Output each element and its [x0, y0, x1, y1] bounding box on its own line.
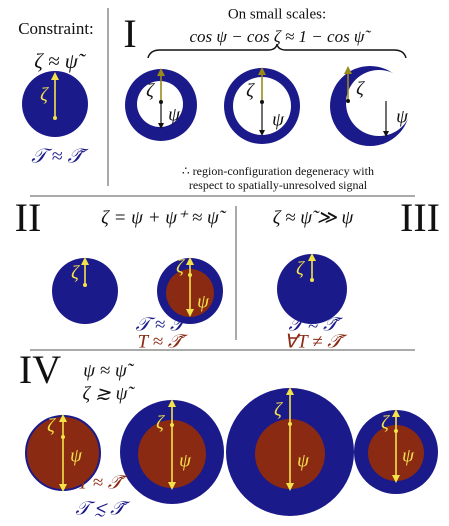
- zeta-label: ζ: [296, 258, 305, 279]
- psi-label: ψ: [272, 109, 285, 130]
- psi-label: ψ: [197, 291, 210, 312]
- circle: [52, 258, 118, 324]
- circle-group: [157, 257, 223, 324]
- numeral: I: [123, 11, 136, 56]
- relation: 𝒯 ≈ 𝒯̃: [288, 314, 342, 335]
- relation: T ≈ 𝒯̃: [78, 472, 128, 493]
- circle-group: [354, 409, 438, 494]
- numeral: II: [15, 195, 42, 240]
- circle: [277, 254, 347, 324]
- dot: [310, 278, 314, 282]
- zeta-label: ζ: [356, 78, 365, 99]
- equation: ζ ≈ ψ̃ ≫ ψ: [273, 207, 355, 228]
- note: ∴ region-configuration degeneracy with: [182, 164, 374, 178]
- note: respect to spatially-unresolved signal: [189, 178, 368, 192]
- zeta-label: ζ: [146, 80, 155, 101]
- relation: T ≈ 𝒯̃: [138, 331, 188, 352]
- equation: ζ = ψ + ψ⁺ ≈ ψ̃: [101, 207, 227, 228]
- equation: ζ ≳ ψ̃: [83, 383, 136, 404]
- constraint-relation: ζ ≈ ψ̃: [34, 49, 87, 73]
- zeta-label: ζ: [156, 412, 165, 433]
- psi-label: ψ: [396, 106, 409, 127]
- template-relation: 𝒯 ≈ 𝒯̃: [31, 146, 89, 168]
- psi-label: ψ: [402, 445, 415, 466]
- circle-group: [25, 414, 101, 492]
- zeta-label: ζ: [381, 412, 390, 433]
- relation: ∀T ≠ 𝒯̃: [284, 331, 347, 352]
- psi-label: ψ: [179, 450, 192, 471]
- dot: [53, 116, 57, 120]
- psi-label: ψ: [297, 450, 310, 471]
- equation: cos ψ − cos ζ ≈ 1 − cos ψ̃: [189, 27, 371, 46]
- brace: [147, 43, 407, 59]
- psi-label: ψ: [168, 104, 181, 125]
- zeta-label: ζ: [274, 399, 283, 420]
- equation: ψ ≈ ψ̃: [83, 360, 135, 381]
- dot: [83, 283, 87, 287]
- circle-group: [330, 66, 412, 146]
- zeta-label: ζ: [40, 84, 49, 105]
- numeral: III: [400, 195, 440, 240]
- psi-label: ψ: [70, 445, 83, 466]
- numeral: IV: [19, 347, 61, 392]
- zeta-label: ζ: [71, 262, 80, 283]
- heading: On small scales:: [228, 6, 326, 22]
- relation: 𝒯 ≈ 𝒯̃: [135, 314, 189, 335]
- zeta-label: ζ: [246, 80, 255, 101]
- circle-group: [226, 387, 354, 516]
- relation: 𝒯 ≲ 𝒯̃: [75, 498, 130, 519]
- dividers: [30, 8, 415, 351]
- zeta-label: ζ: [176, 256, 185, 277]
- zeta-label: ζ: [47, 415, 56, 436]
- circle-group: [224, 67, 300, 144]
- circle-group: [120, 399, 224, 504]
- circle-group: [125, 68, 197, 141]
- constraint-title: Constraint:: [18, 19, 94, 38]
